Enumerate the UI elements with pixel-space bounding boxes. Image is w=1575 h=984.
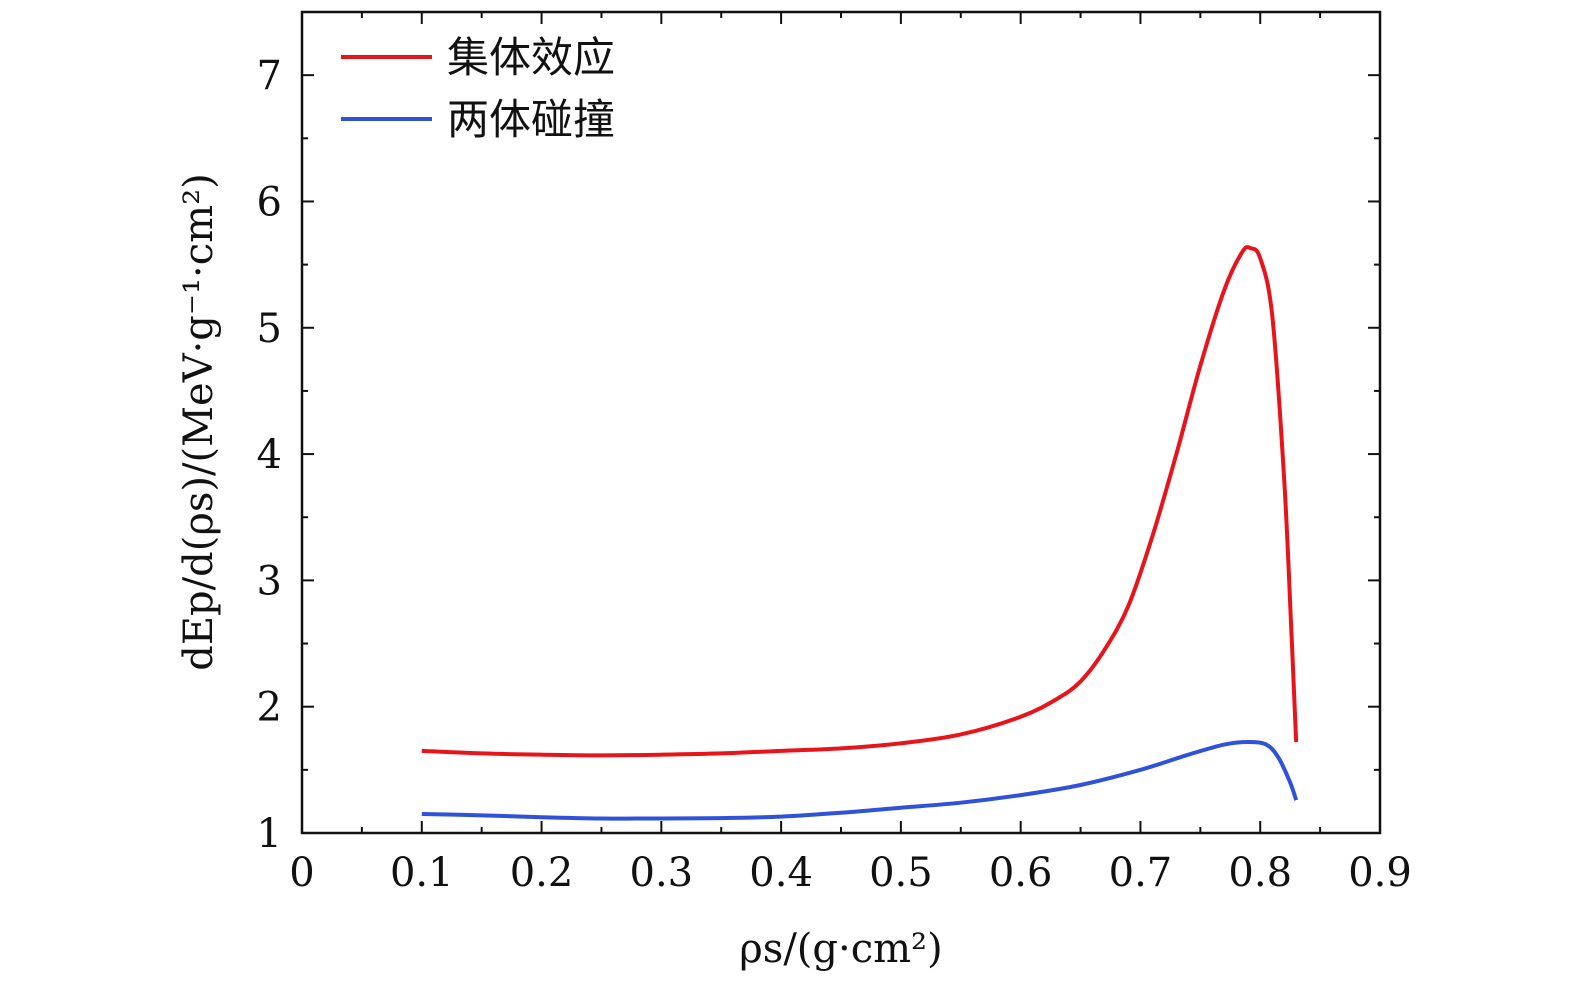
x-tick-label: 0.6 bbox=[989, 850, 1053, 896]
y-tick-label: 1 bbox=[257, 811, 282, 857]
legend-label-0: 集体效应 bbox=[447, 33, 615, 82]
x-tick-label: 0.2 bbox=[510, 850, 574, 896]
x-tick-label: 0.4 bbox=[749, 850, 813, 896]
y-axis-ticks: 1 2 3 4 5 6 7 bbox=[257, 11, 1380, 857]
y-tick-label: 5 bbox=[257, 306, 282, 352]
y-tick-label: 3 bbox=[257, 558, 282, 604]
y-tick-label: 2 bbox=[257, 685, 282, 731]
x-tick-label: 0.9 bbox=[1348, 850, 1412, 896]
legend-label-1: 两体碰撞 bbox=[447, 95, 615, 144]
y-tick-label: 6 bbox=[257, 179, 282, 225]
series-line-1 bbox=[421, 740, 1299, 821]
x-tick-label: 0.8 bbox=[1228, 850, 1292, 896]
y-axis-title: dEp/d(ρs)/(MeV·g⁻¹·cm²) bbox=[176, 173, 222, 671]
series-lines bbox=[421, 245, 1299, 821]
x-axis-ticks: 0 0.1 0.2 0.3 0.4 0.5 0.6 0.7 0.8 0.9 bbox=[289, 12, 1412, 896]
x-tick-label: 0.5 bbox=[869, 850, 933, 896]
y-tick-label: 4 bbox=[257, 432, 282, 478]
x-tick-label: 0.1 bbox=[390, 850, 454, 896]
series-line-0 bbox=[421, 245, 1299, 758]
x-tick-label: 0.7 bbox=[1109, 850, 1173, 896]
x-tick-label: 0.3 bbox=[630, 850, 694, 896]
x-axis-title: ρs/(g·cm²) bbox=[739, 926, 942, 972]
y-tick-label: 7 bbox=[257, 53, 282, 99]
x-tick-label: 0 bbox=[289, 850, 314, 896]
